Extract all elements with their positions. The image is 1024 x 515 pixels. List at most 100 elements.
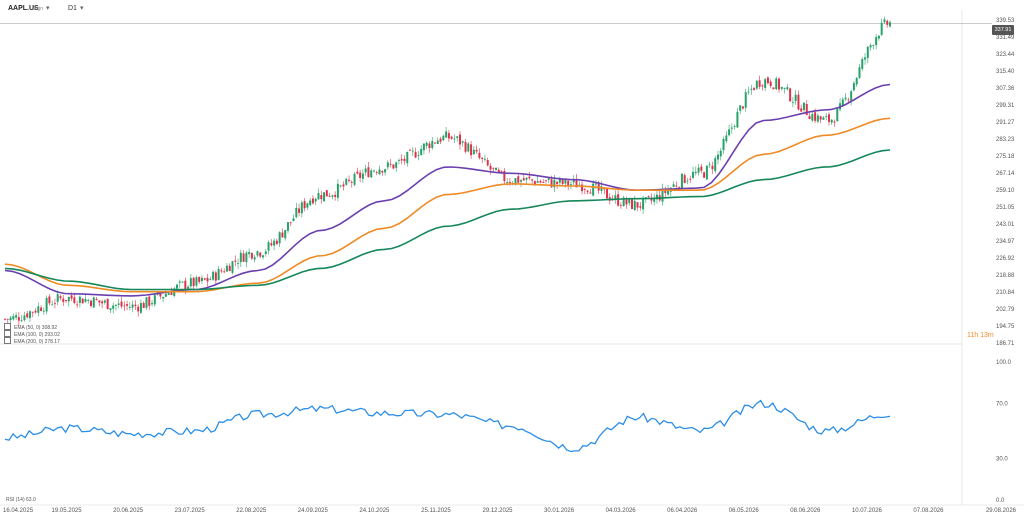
candle-body	[92, 297, 95, 308]
candle-body	[847, 99, 850, 101]
price-tick-label: 251.05	[996, 205, 1015, 211]
legend-ema100[interactable]: EMA (100, 0) 293.02	[4, 330, 60, 338]
candle-body	[461, 141, 464, 143]
candle-body	[198, 276, 201, 283]
candle-body	[655, 194, 658, 200]
candle-body	[547, 178, 550, 180]
candle-body	[184, 280, 187, 290]
candle-body	[753, 88, 756, 90]
rsi-line	[4, 399, 891, 453]
candle-body	[869, 45, 872, 48]
candle-body	[15, 315, 18, 318]
price-tick-label: 234.97	[996, 239, 1015, 245]
candle-body	[151, 303, 154, 305]
candle-body	[364, 168, 367, 173]
symbol-sub-label: Sign	[33, 6, 44, 12]
candle-body	[855, 77, 858, 85]
candle-body	[639, 206, 642, 208]
candle-body	[714, 158, 717, 172]
candle-body	[231, 261, 234, 273]
candle-body	[259, 252, 262, 257]
candle-body	[400, 159, 403, 161]
candle-body	[825, 116, 828, 118]
candle-body	[772, 87, 775, 90]
rsi-tick-label: 100.0	[996, 360, 1012, 366]
price-tick-label: 299.31	[996, 103, 1015, 109]
candle-body	[875, 37, 878, 46]
candle-body	[558, 178, 561, 183]
candle-body	[739, 105, 742, 111]
candle-body	[858, 67, 861, 78]
candle-body	[95, 299, 98, 301]
candle-body	[167, 292, 170, 295]
candle-body	[53, 303, 56, 305]
rsi-tick-label: 70.0	[996, 401, 1008, 407]
candle-body	[797, 94, 800, 110]
candle-body	[76, 304, 79, 306]
candle-body	[37, 306, 40, 313]
candle-body	[472, 149, 475, 155]
candle-body	[533, 181, 536, 185]
candle-body	[225, 265, 228, 272]
candle-body	[214, 272, 217, 281]
candle-body	[411, 150, 414, 152]
candle-body	[101, 301, 104, 304]
candle-body	[153, 295, 156, 305]
candle-body	[361, 173, 364, 179]
candle-body	[428, 143, 431, 149]
candle-body	[6, 319, 9, 321]
candle-body	[31, 311, 34, 313]
candle-body	[120, 301, 123, 307]
symbol-dropdown-icon[interactable]: ▾	[46, 5, 50, 12]
rsi-tick-label: 30.0	[996, 457, 1008, 463]
candle-body	[475, 149, 478, 152]
candle-body	[600, 186, 603, 191]
date-tick-label: 24.09.2025	[298, 508, 329, 514]
timeframe-dropdown-icon[interactable]: ▾	[80, 5, 84, 12]
candle-body	[722, 139, 725, 151]
candle-body	[606, 188, 609, 199]
candle-body	[531, 179, 534, 181]
candle-body	[48, 296, 51, 304]
candle-body	[51, 304, 54, 306]
candle-body	[309, 200, 312, 205]
candle-body	[237, 263, 240, 264]
candle-body	[680, 173, 683, 189]
candle-body	[458, 134, 461, 145]
candle-body	[389, 163, 392, 165]
candle-body	[597, 182, 600, 191]
candle-body	[814, 112, 817, 121]
candle-body	[422, 143, 425, 151]
rsi-legend[interactable]: RSI (14) 63.0	[6, 497, 36, 503]
symbol-label[interactable]: AAPL.US	[8, 5, 39, 12]
candle-body	[800, 108, 803, 112]
candle-body	[778, 78, 781, 90]
candle-body	[223, 271, 226, 273]
timeframe-label[interactable]: D1	[68, 5, 77, 12]
candle-body	[56, 294, 59, 302]
legend-ema50[interactable]: EMA (50, 0) 308.92	[4, 323, 57, 331]
candle-body	[45, 297, 48, 312]
candle-body	[187, 286, 190, 290]
candle-body	[275, 240, 278, 245]
candle-body	[741, 106, 744, 109]
candle-body	[267, 242, 270, 251]
candle-body	[28, 311, 31, 319]
candle-body	[694, 171, 697, 174]
candle-body	[128, 307, 131, 308]
candle-body	[700, 166, 703, 171]
candle-body	[864, 57, 867, 60]
candle-body	[456, 136, 459, 138]
candle-body	[889, 22, 891, 27]
candle-body	[392, 164, 395, 169]
candle-body	[647, 196, 650, 198]
candle-body	[653, 197, 656, 202]
candle-body	[176, 284, 179, 289]
candle-body	[242, 253, 245, 262]
candle-body	[506, 182, 509, 184]
legend-ema200-label: EMA (200, 0) 278.17	[14, 339, 60, 345]
legend-ema200[interactable]: EMA (200, 0) 278.17	[4, 337, 60, 345]
candle-body	[556, 181, 559, 185]
candle-body	[336, 183, 339, 198]
